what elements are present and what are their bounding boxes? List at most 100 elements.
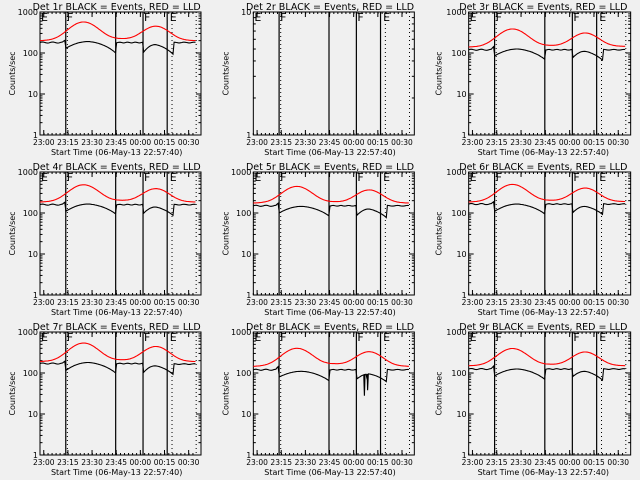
x-tick-label: 00:15 (583, 138, 605, 147)
series-line-events (468, 364, 626, 382)
state-marker-F: F (280, 11, 286, 24)
state-marker-F: F (280, 331, 286, 344)
y-axis-label: Counts/sec (435, 211, 444, 255)
x-tick-label: 00:00 (343, 458, 365, 467)
plot-frame (39, 11, 202, 136)
x-tick-label: 00:00 (130, 458, 152, 467)
x-tick-label: 23:30 (81, 298, 103, 307)
plot-frame (252, 171, 415, 296)
x-tick-label: 00:15 (583, 298, 605, 307)
state-marker-E: E (383, 11, 390, 24)
y-tick-label: 100 (236, 369, 251, 378)
x-tick-label: 00:15 (154, 298, 176, 307)
series-line-events (39, 39, 196, 56)
chart-title: Det 6r BLACK = Events, RED = LLD (459, 162, 627, 173)
y-tick-label: 100 (451, 209, 466, 218)
y-tick-label: 10 (28, 410, 38, 419)
x-tick-label: 00:30 (607, 458, 629, 467)
y-tick-label: 1 (33, 451, 38, 460)
x-tick-label: 00:30 (607, 298, 629, 307)
y-tick-label: 100 (23, 369, 38, 378)
y-tick-label: 100 (451, 49, 466, 58)
state-marker-E: E (254, 171, 261, 184)
x-axis-label: Start Time (06-May-13 22:57:40) (51, 308, 182, 317)
state-marker-E: E (599, 11, 606, 24)
x-axis-label: Start Time (06-May-13 22:57:40) (478, 468, 609, 477)
state-marker-E: E (383, 331, 390, 344)
state-marker-E: E (470, 11, 477, 24)
x-tick-label: 00:00 (343, 138, 365, 147)
state-marker-F: F (496, 11, 502, 24)
state-marker-F: F (67, 171, 73, 184)
y-axis-label: Counts/sec (8, 211, 17, 255)
state-marker-E: E (41, 171, 48, 184)
x-tick-label: 00:15 (367, 298, 389, 307)
x-tick-label: 23:15 (486, 138, 508, 147)
state-marker-F: F (280, 171, 286, 184)
x-tick-label: 00:30 (178, 298, 200, 307)
series-line-lld (39, 342, 196, 363)
chart-panel-4: Det 4r BLACK = Events, RED = LLD 1 10 100 10… (8, 162, 202, 317)
x-tick-label: 00:00 (559, 138, 581, 147)
state-marker-F: F (496, 171, 502, 184)
y-tick-label: 1000 (18, 328, 38, 337)
x-tick-label: 23:00 (462, 298, 484, 307)
x-tick-label: 00:30 (607, 138, 629, 147)
y-axis-label: Counts/sec (221, 371, 230, 415)
x-tick-label: 23:45 (535, 138, 557, 147)
series-line-lld (468, 347, 626, 367)
chart-title: Det 9r BLACK = Events, RED = LLD (459, 322, 627, 333)
state-marker-E: E (599, 171, 606, 184)
x-tick-label: 23:00 (246, 138, 268, 147)
y-tick-label: 10 (456, 410, 466, 419)
y-tick-label: 1000 (231, 168, 251, 177)
x-tick-label: 23:45 (105, 458, 127, 467)
chart-title: Det 3r BLACK = Events, RED = LLD (459, 2, 627, 13)
state-marker-F: F (67, 11, 73, 24)
y-tick-label: 1000 (446, 328, 466, 337)
x-tick-label: 23:30 (510, 298, 532, 307)
y-tick-label: 1 (462, 131, 467, 140)
y-tick-label: 1 (462, 451, 467, 460)
x-tick-label: 23:00 (33, 298, 55, 307)
x-axis-label: Start Time (06-May-13 22:57:40) (478, 148, 609, 157)
y-axis-label: Counts/sec (221, 211, 230, 255)
series-line-lld (39, 184, 196, 203)
x-tick-label: 23:15 (57, 138, 79, 147)
x-axis-label: Start Time (06-May-13 22:57:40) (51, 148, 182, 157)
x-tick-label: 23:45 (535, 298, 557, 307)
y-tick-label: 100 (23, 49, 38, 58)
y-tick-label: 10 (28, 90, 38, 99)
y-tick-label: 1 (33, 291, 38, 300)
y-axis-label: Counts/sec (8, 51, 17, 95)
state-marker-F: F (144, 331, 150, 344)
state-marker-F: F (357, 11, 363, 24)
state-marker-F: F (573, 171, 579, 184)
x-tick-label: 00:30 (178, 138, 200, 147)
chart-panel-8: Det 8r BLACK = Events, RED = LLD 1 10 100 10… (221, 322, 415, 477)
x-tick-label: 00:30 (391, 298, 413, 307)
y-tick-label: 10 (456, 90, 466, 99)
x-tick-label: 23:30 (510, 138, 532, 147)
plot-frame (468, 171, 632, 296)
x-tick-label: 23:15 (57, 298, 79, 307)
y-tick-label: 1 (246, 291, 251, 300)
x-tick-label: 23:45 (535, 458, 557, 467)
x-axis-label: Start Time (06-May-13 22:57:40) (264, 468, 395, 477)
state-marker-E: E (41, 11, 48, 24)
x-tick-label: 23:45 (105, 298, 127, 307)
y-tick-label: 1000 (231, 328, 251, 337)
state-marker-F: F (144, 11, 150, 24)
x-tick-label: 00:15 (367, 458, 389, 467)
y-axis-label: Counts/sec (8, 371, 17, 415)
y-tick-label: 1 (246, 451, 251, 460)
state-marker-E: E (170, 331, 177, 344)
state-marker-F: F (144, 171, 150, 184)
state-marker-E: E (383, 171, 390, 184)
x-tick-label: 23:00 (462, 138, 484, 147)
x-tick-label: 00:30 (391, 138, 413, 147)
chart-title: Det 8r BLACK = Events, RED = LLD (246, 322, 414, 333)
x-tick-label: 23:45 (105, 138, 127, 147)
state-marker-E: E (599, 331, 606, 344)
